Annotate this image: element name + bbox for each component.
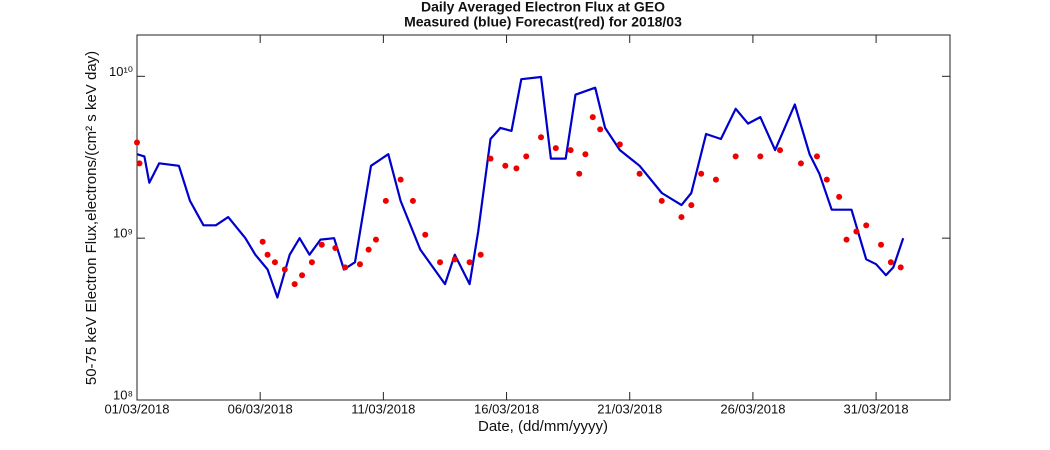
forecast-point xyxy=(636,170,643,177)
forecast-point xyxy=(567,147,574,154)
forecast-point xyxy=(264,251,271,258)
forecast-point xyxy=(732,153,739,160)
forecast-point xyxy=(836,193,843,200)
forecast-point xyxy=(589,114,596,121)
y-tick-label: 10⁹ xyxy=(113,226,133,241)
plot-frame xyxy=(136,34,951,401)
forecast-point xyxy=(332,244,339,251)
forecast-point xyxy=(887,259,894,266)
forecast-point xyxy=(318,241,325,248)
forecast-point xyxy=(299,272,306,279)
forecast-point xyxy=(466,259,473,266)
forecast-point xyxy=(477,251,484,258)
forecast-point xyxy=(451,256,458,263)
forecast-point xyxy=(259,238,266,245)
forecast-point xyxy=(291,281,298,288)
forecast-point xyxy=(422,231,429,238)
forecast-point xyxy=(523,153,530,160)
forecast-point xyxy=(134,139,140,146)
x-tick-label: 11/03/2018 xyxy=(351,401,415,416)
forecast-point xyxy=(878,241,885,248)
x-tick-label: 31/03/2018 xyxy=(844,401,909,416)
forecast-point xyxy=(897,264,904,271)
x-tick-label: 01/03/2018 xyxy=(104,401,169,416)
forecast-point xyxy=(757,153,764,160)
forecast-point xyxy=(538,134,545,141)
forecast-point xyxy=(136,160,143,167)
forecast-point xyxy=(712,176,719,183)
forecast-point xyxy=(863,222,870,229)
forecast-point xyxy=(487,155,494,162)
forecast-point xyxy=(372,236,379,243)
chart-subtitle: Measured (blue) Forecast(red) for 2018/0… xyxy=(404,14,682,30)
x-tick-label: 06/03/2018 xyxy=(228,401,293,416)
forecast-point xyxy=(356,261,363,268)
y-tick-label: 10⁸ xyxy=(113,387,133,402)
forecast-point xyxy=(502,162,509,169)
y-axis-label: 50-75 keV Electron Flux,electrons/(cm² s… xyxy=(83,51,100,385)
forecast-point xyxy=(513,165,520,172)
forecast-point xyxy=(698,170,705,177)
forecast-point xyxy=(813,153,820,160)
y-tick-label: 10¹⁰ xyxy=(109,64,133,79)
forecast-point xyxy=(777,147,784,154)
forecast-point xyxy=(843,236,850,243)
forecast-point xyxy=(823,176,830,183)
forecast-point xyxy=(597,126,604,133)
measured-line xyxy=(136,75,905,299)
forecast-point xyxy=(688,202,695,209)
forecast-point xyxy=(281,266,288,273)
x-tick-label: 21/03/2018 xyxy=(597,401,662,416)
forecast-point xyxy=(658,197,665,204)
forecast-point xyxy=(576,170,583,177)
chart-title: Daily Averaged Electron Flux at GEO xyxy=(421,0,665,15)
x-tick-label: 26/03/2018 xyxy=(720,401,785,416)
forecast-point xyxy=(271,259,278,266)
forecast-point xyxy=(397,176,404,183)
x-tick-label: 16/03/2018 xyxy=(474,401,539,416)
forecast-point xyxy=(409,197,416,204)
forecast-point xyxy=(678,214,685,221)
x-axis-label: Date, (dd/mm/yyyy) xyxy=(478,418,608,435)
forecast-point xyxy=(365,246,372,253)
forecast-point xyxy=(308,259,315,266)
forecast-point xyxy=(853,228,860,235)
forecast-point xyxy=(437,259,444,266)
forecast-point xyxy=(382,197,389,204)
forecast-point xyxy=(582,151,589,158)
forecast-point xyxy=(552,145,559,152)
forecast-point xyxy=(342,264,349,271)
forecast-point xyxy=(616,141,623,148)
forecast-point xyxy=(797,160,804,167)
